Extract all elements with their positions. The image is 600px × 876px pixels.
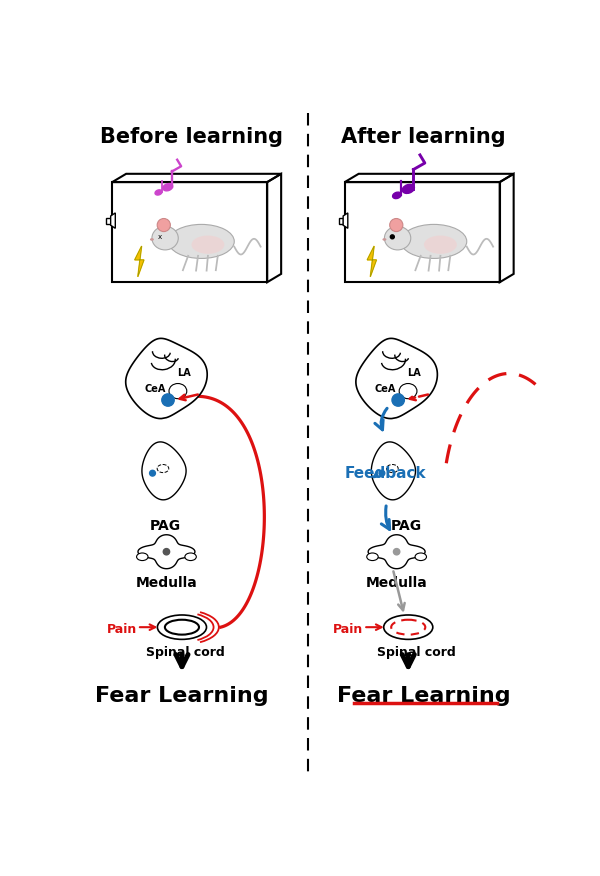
Ellipse shape [386,464,398,473]
Text: PAG: PAG [391,519,422,533]
Ellipse shape [169,384,187,399]
Ellipse shape [165,619,199,634]
Circle shape [163,548,170,555]
Ellipse shape [191,236,224,254]
Text: LA: LA [178,369,191,378]
Ellipse shape [382,238,386,241]
Ellipse shape [169,224,234,258]
Text: Pain: Pain [333,623,364,636]
Ellipse shape [157,464,169,473]
Text: Spinal cord: Spinal cord [146,646,225,659]
Text: CeA: CeA [374,384,396,393]
Ellipse shape [150,238,154,241]
Text: Spinal cord: Spinal cord [377,646,455,659]
Polygon shape [338,217,343,223]
Ellipse shape [367,553,378,561]
Ellipse shape [402,184,415,194]
Polygon shape [368,534,425,569]
Text: LA: LA [407,369,421,378]
Circle shape [162,394,174,406]
Polygon shape [110,213,115,229]
Text: Before learning: Before learning [100,127,283,146]
Polygon shape [138,534,195,569]
Text: PAG: PAG [150,519,181,533]
Text: CeA: CeA [145,384,166,393]
Ellipse shape [157,615,206,639]
Ellipse shape [383,615,433,639]
Polygon shape [343,213,348,229]
Ellipse shape [155,190,162,195]
Ellipse shape [389,218,403,231]
Ellipse shape [137,553,148,561]
Text: After learning: After learning [341,127,506,146]
Ellipse shape [399,384,417,399]
Circle shape [149,470,155,476]
Polygon shape [367,246,376,277]
Ellipse shape [152,226,178,250]
Ellipse shape [392,192,401,199]
Polygon shape [371,442,415,500]
Polygon shape [134,246,144,277]
Text: x: x [158,234,162,240]
Ellipse shape [401,224,467,258]
Circle shape [394,548,400,555]
Circle shape [391,235,394,239]
Polygon shape [142,442,186,500]
Ellipse shape [163,184,173,191]
Ellipse shape [185,553,196,561]
Ellipse shape [157,218,170,231]
Text: Medulla: Medulla [136,576,197,590]
Text: Pain: Pain [107,623,137,636]
Polygon shape [126,338,207,419]
Ellipse shape [391,619,425,634]
Text: Feedback: Feedback [344,466,427,481]
Text: Fear Learning: Fear Learning [337,687,511,706]
Circle shape [392,394,404,406]
Ellipse shape [424,236,457,254]
Text: Fear Learning: Fear Learning [95,687,269,706]
Text: Medulla: Medulla [366,576,427,590]
Circle shape [379,470,385,476]
Polygon shape [356,338,437,419]
Polygon shape [106,217,110,223]
Ellipse shape [385,226,411,250]
Ellipse shape [415,553,427,561]
